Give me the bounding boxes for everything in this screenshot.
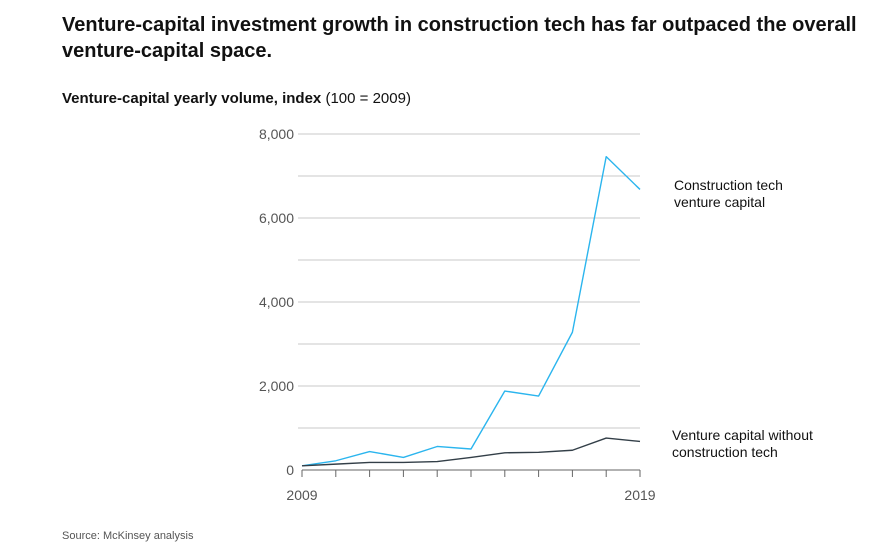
x-tick-label: 2019 — [624, 487, 655, 503]
construction-tech-label: Construction tech venture capital — [674, 177, 783, 210]
construction-tech-line — [301, 155, 641, 467]
x-tick-label: 2009 — [286, 487, 317, 503]
y-tick-label: 2,000 — [259, 378, 294, 394]
y-tick-label: 0 — [286, 462, 294, 478]
series-label-line: Venture capital without — [672, 427, 813, 443]
series-label-line: construction tech — [672, 444, 778, 460]
subtitle-note: (100 = 2009) — [325, 90, 411, 107]
source-note: Source: McKinsey analysis — [62, 530, 194, 542]
chart-title: Venture-capital investment growth in con… — [62, 14, 857, 62]
y-tick-label: 6,000 — [259, 210, 294, 226]
chart-subtitle: Venture-capital yearly volume, index (10… — [62, 90, 411, 107]
y-tick-label: 4,000 — [259, 294, 294, 310]
subtitle-main: Venture-capital yearly volume, index — [62, 90, 322, 107]
y-tick-label: 8,000 — [259, 126, 294, 142]
overall-vc-line — [301, 437, 641, 467]
overall-vc-label: Venture capital without construction tech — [672, 427, 813, 460]
series-label-line: Construction tech — [674, 177, 783, 193]
series-label-line: venture capital — [674, 194, 765, 210]
